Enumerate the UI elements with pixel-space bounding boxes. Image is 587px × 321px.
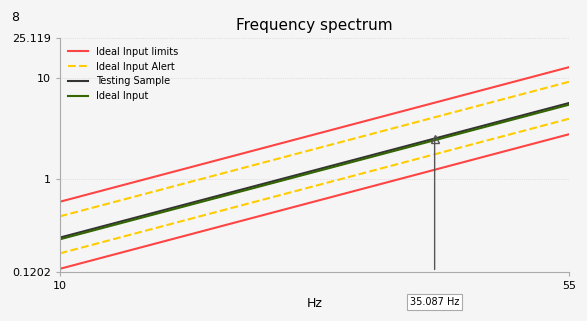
Ideal Input limits bbox=[565, 132, 572, 136]
Testing Sample bbox=[58, 235, 65, 239]
Testing Sample bbox=[357, 156, 365, 160]
Ideal Input bbox=[56, 238, 63, 241]
Ideal Input Alert bbox=[565, 117, 572, 121]
Ideal Input bbox=[58, 237, 65, 241]
Ideal Input Alert bbox=[357, 172, 365, 176]
Ideal Input Alert bbox=[368, 169, 375, 173]
Ideal Input limits bbox=[368, 185, 375, 188]
Ideal Input Alert bbox=[58, 251, 65, 255]
Ideal Input limits bbox=[518, 145, 525, 149]
Title: Frequency spectrum: Frequency spectrum bbox=[236, 18, 393, 33]
Testing Sample bbox=[368, 153, 375, 157]
Ideal Input limits bbox=[359, 187, 366, 191]
Line: Testing Sample: Testing Sample bbox=[60, 103, 569, 238]
Testing Sample bbox=[485, 122, 492, 126]
X-axis label: Hz: Hz bbox=[306, 297, 322, 310]
Line: Ideal Input Alert: Ideal Input Alert bbox=[60, 119, 569, 253]
Line: Ideal Input: Ideal Input bbox=[60, 105, 569, 239]
Ideal Input Alert bbox=[359, 171, 366, 175]
Ideal Input Alert bbox=[485, 138, 492, 142]
Ideal Input bbox=[359, 157, 366, 161]
Ideal Input Alert bbox=[56, 251, 63, 255]
Ideal Input bbox=[518, 116, 525, 119]
Testing Sample bbox=[56, 236, 63, 239]
Text: 8: 8 bbox=[11, 11, 19, 24]
Testing Sample bbox=[565, 101, 572, 105]
Ideal Input bbox=[485, 124, 492, 128]
Ideal Input bbox=[368, 155, 375, 159]
Legend: Ideal Input limits, Ideal Input Alert, Testing Sample, Ideal Input: Ideal Input limits, Ideal Input Alert, T… bbox=[65, 43, 182, 105]
Ideal Input Alert bbox=[518, 129, 525, 133]
Text: 35.087 Hz: 35.087 Hz bbox=[410, 297, 459, 307]
Line: Ideal Input limits: Ideal Input limits bbox=[60, 134, 569, 269]
Ideal Input bbox=[565, 103, 572, 107]
Ideal Input limits bbox=[58, 266, 65, 270]
Ideal Input limits bbox=[485, 153, 492, 157]
Ideal Input limits bbox=[357, 187, 365, 191]
Ideal Input limits bbox=[56, 267, 63, 271]
Ideal Input bbox=[357, 158, 365, 161]
Testing Sample bbox=[518, 114, 525, 117]
Testing Sample bbox=[359, 156, 366, 160]
